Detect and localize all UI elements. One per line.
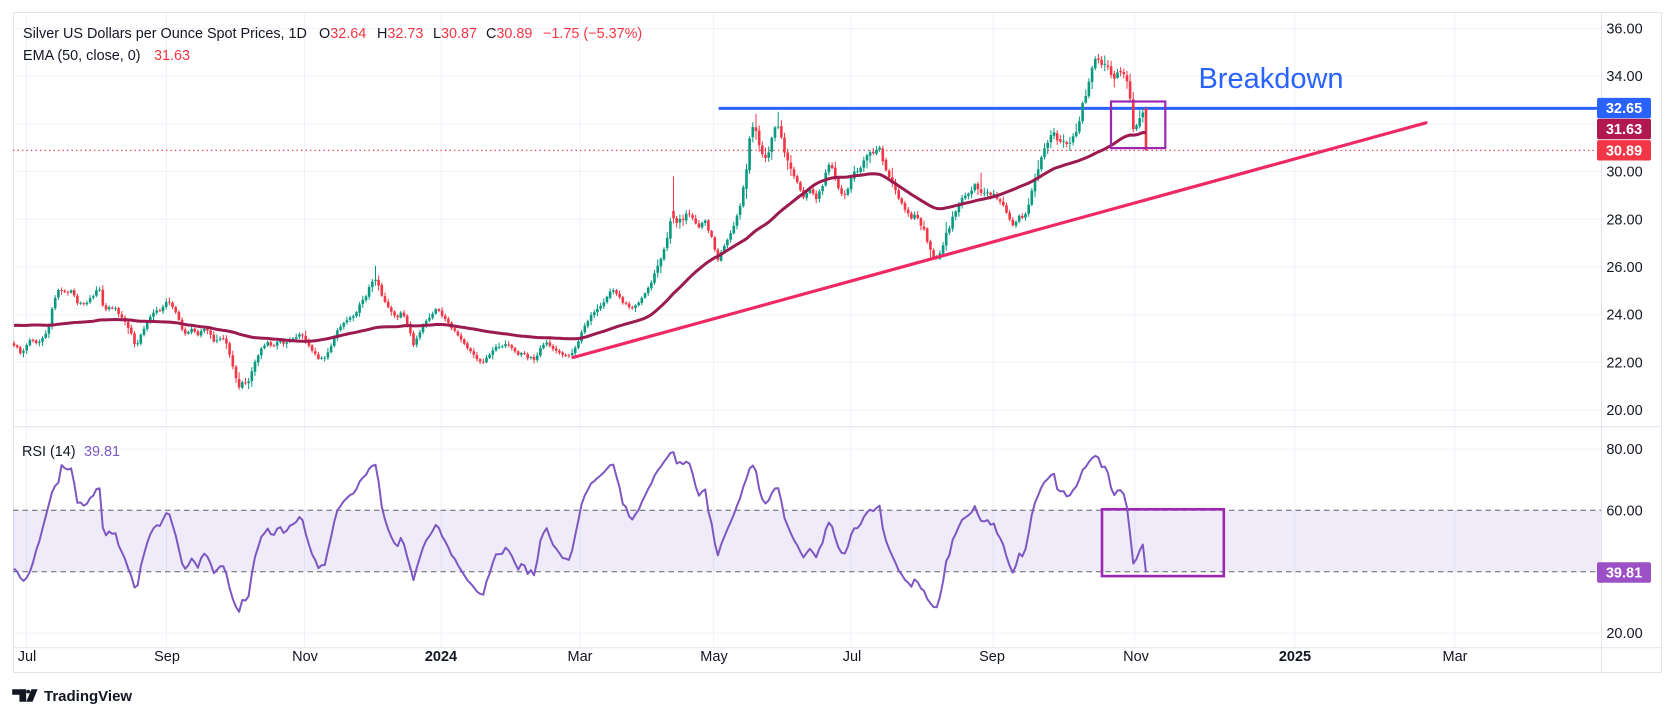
svg-text:24.00: 24.00 <box>1606 308 1642 324</box>
svg-text:Breakdown: Breakdown <box>1198 63 1343 95</box>
svg-text:28.00: 28.00 <box>1606 212 1642 228</box>
svg-text:30.89: 30.89 <box>1606 143 1642 159</box>
svg-text:TradingView: TradingView <box>44 688 132 705</box>
svg-text:Jul: Jul <box>18 649 37 665</box>
svg-text:Mar: Mar <box>568 649 593 665</box>
svg-text:26.00: 26.00 <box>1606 260 1642 276</box>
svg-text:2025: 2025 <box>1279 649 1311 665</box>
svg-text:EMA (50, close, 0)31.63: EMA (50, close, 0) 31.63 <box>23 48 190 64</box>
svg-text:Silver US Dollars per Ounce Sp: Silver US Dollars per Ounce Spot Prices,… <box>23 26 642 42</box>
svg-text:RSI (14)39.81: RSI (14) 39.81 <box>22 444 120 460</box>
svg-text:80.00: 80.00 <box>1606 442 1642 458</box>
svg-text:Nov: Nov <box>1123 649 1150 665</box>
svg-text:Mar: Mar <box>1443 649 1468 665</box>
svg-text:22.00: 22.00 <box>1606 355 1642 371</box>
svg-text:60.00: 60.00 <box>1606 503 1642 519</box>
svg-text:36.00: 36.00 <box>1606 22 1642 38</box>
svg-text:20.00: 20.00 <box>1606 626 1642 642</box>
svg-text:Sep: Sep <box>154 649 180 665</box>
svg-text:Nov: Nov <box>292 649 319 665</box>
svg-text:20.00: 20.00 <box>1606 403 1642 419</box>
svg-text:2024: 2024 <box>425 649 457 665</box>
svg-text:31.63: 31.63 <box>1606 122 1642 138</box>
svg-text:Jul: Jul <box>843 649 862 665</box>
svg-text:34.00: 34.00 <box>1606 69 1642 85</box>
svg-text:30.00: 30.00 <box>1606 165 1642 181</box>
svg-text:32.65: 32.65 <box>1606 101 1642 117</box>
svg-text:Sep: Sep <box>979 649 1005 665</box>
svg-text:May: May <box>700 649 728 665</box>
svg-text:39.81: 39.81 <box>1606 566 1642 582</box>
